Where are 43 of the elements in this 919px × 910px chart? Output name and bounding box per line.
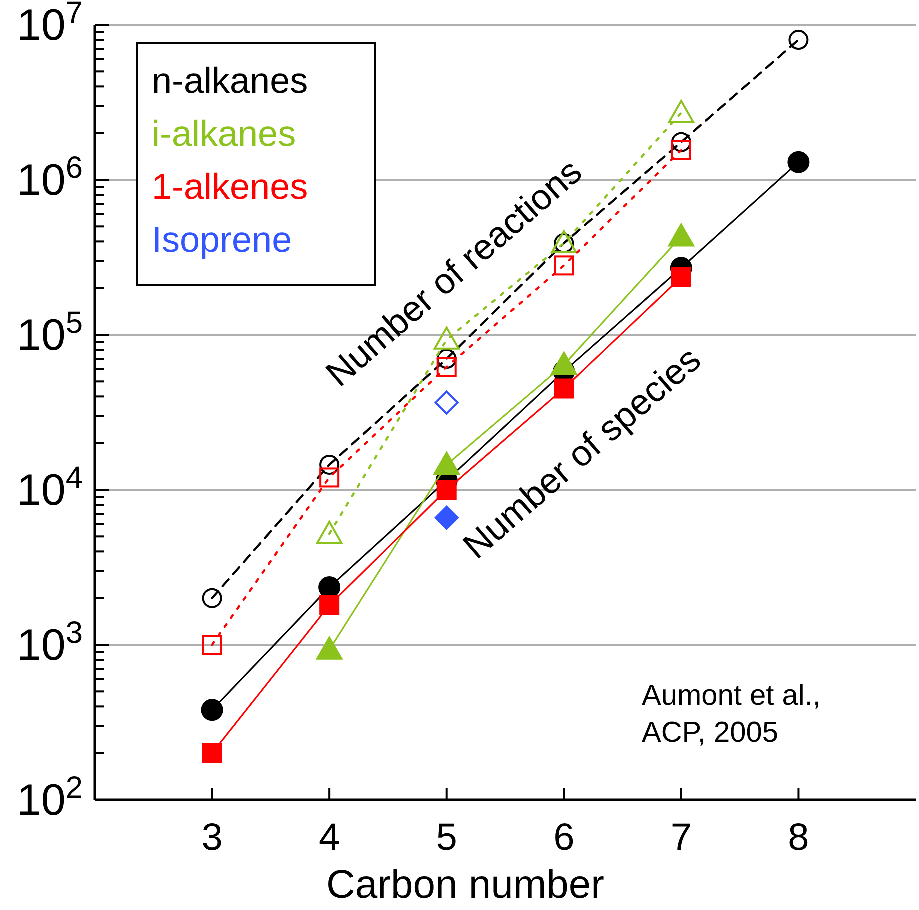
point [202, 635, 222, 655]
x-tick-label: 5 [436, 817, 458, 859]
point [671, 132, 692, 152]
point [202, 743, 222, 764]
y-tick-label: 10$^{6}$ [16, 150, 83, 205]
text: n-alkanes [152, 60, 308, 101]
point [320, 595, 340, 616]
point [788, 30, 809, 50]
x-tick-label: 8 [788, 817, 810, 859]
point [320, 468, 340, 488]
point [434, 452, 460, 475]
point [434, 390, 459, 415]
x-tick-label: 7 [670, 817, 692, 859]
point [202, 588, 222, 608]
point [788, 151, 810, 174]
point [434, 326, 460, 350]
point [436, 349, 457, 370]
text: 1-alkenes [152, 166, 308, 207]
x-tick-label: 6 [554, 817, 575, 859]
point [671, 267, 692, 288]
point [320, 454, 340, 475]
y-tick-label: 10$^{4}$ [16, 460, 83, 515]
y-tick-label: 10$^{3}$ [16, 614, 83, 670]
point [316, 521, 343, 544]
point [434, 506, 459, 530]
annotation: Aumont et al., ACP, 2005 [642, 680, 821, 749]
point [551, 352, 578, 376]
point [671, 140, 692, 160]
text: Isoprene [152, 219, 292, 260]
point [436, 357, 457, 378]
x-axis-title: Carbon number [326, 863, 604, 907]
y-tick-label: 10$^{2}$ [16, 770, 83, 825]
y-tick-label: 10$^{5}$ [16, 304, 83, 360]
point [436, 480, 457, 500]
x-tick-label: 3 [202, 817, 223, 859]
point [316, 636, 343, 660]
point [668, 224, 694, 247]
point [554, 378, 574, 399]
x-tick-label: 4 [319, 817, 340, 859]
point [668, 100, 694, 124]
text: i-alkanes [152, 113, 296, 154]
y-tick-label: 10$^{7}$ [16, 0, 83, 50]
point [201, 699, 224, 722]
